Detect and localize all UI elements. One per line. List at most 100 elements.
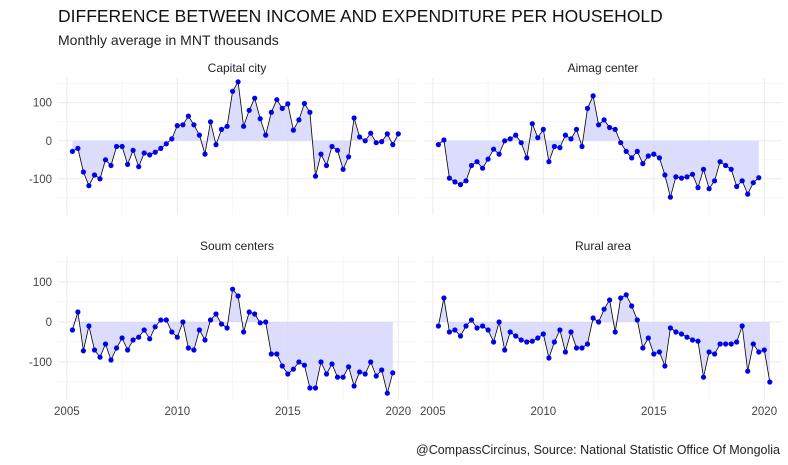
data-point [191,347,197,353]
data-point [125,161,131,167]
data-point [546,355,552,361]
data-point [667,325,674,331]
data-point [474,159,480,165]
y-tick-label: 0 [46,317,52,329]
data-point [457,333,464,339]
data-point [202,151,208,157]
data-point [645,153,651,159]
data-point [496,151,502,157]
source-caption: @CompassCircinus, Source: National Stati… [416,443,780,457]
data-point [507,136,513,142]
data-point [379,139,385,145]
data-point [218,126,225,132]
data-point [513,132,519,138]
data-point [301,362,307,368]
data-point [518,140,524,146]
data-point [362,138,368,144]
data-point [268,351,274,357]
data-point [607,124,613,131]
data-point [91,347,98,353]
data-point [329,361,335,367]
data-point [373,373,379,379]
data-point [468,317,475,323]
area-fill [72,81,399,186]
data-point [673,329,679,335]
data-point [491,146,497,152]
data-point [75,145,81,151]
data-point [152,149,158,155]
data-point [446,329,452,335]
data-point [312,385,319,391]
data-point [346,364,352,370]
data-point [185,113,191,119]
data-point [717,341,723,347]
data-point [480,323,486,329]
data-point [224,325,230,331]
data-point [540,126,546,132]
data-point [645,335,651,341]
data-point [596,122,602,128]
data-point [323,371,330,377]
data-point [368,130,374,136]
data-point [296,117,302,123]
data-point [573,126,580,132]
data-point [618,295,624,301]
data-point [97,176,103,182]
data-point [136,164,142,170]
data-point [529,338,535,344]
data-point [97,354,103,360]
x-tick-label: 2020 [386,406,412,418]
data-point [323,162,330,169]
data-point [334,374,341,380]
data-point [667,194,674,200]
data-point [257,116,263,122]
data-point [463,323,469,329]
data-point [296,359,302,365]
facet-panel: Soum centers 100 0 -100 2005 2010 2015 2020 [29,239,416,418]
data-point [441,137,447,143]
data-point [562,349,569,355]
area-fill [438,95,759,198]
data-point [290,127,296,133]
data-point [579,143,585,150]
data-point [384,390,390,396]
data-point [224,123,230,129]
data-point [700,166,707,172]
data-point [756,349,762,355]
data-point [130,337,136,343]
facet-panel: Aimag center [424,61,782,215]
data-point [678,331,685,337]
facet-title: Capital city [208,61,267,75]
x-tick-label: 2010 [531,406,557,418]
data-point [285,101,291,107]
data-point [268,109,274,115]
data-point [750,341,756,347]
data-point [218,321,225,327]
data-point [147,336,153,342]
data-point [673,174,679,180]
data-point [207,119,214,125]
data-point [285,371,291,377]
data-point [689,337,696,343]
data-point [102,341,109,347]
data-point [334,147,341,153]
data-point [274,351,280,357]
data-point [230,286,236,292]
data-point [728,166,734,172]
data-point [102,157,109,163]
data-point [623,148,629,154]
y-tick-label: -100 [29,357,52,369]
data-point [551,143,558,150]
data-point [213,142,219,148]
data-point [357,369,363,375]
data-point [529,121,535,127]
data-point [590,315,596,321]
data-point [290,366,296,372]
data-point [651,351,657,357]
data-point [651,151,657,157]
data-point [584,105,591,111]
y-tick-label: 100 [33,277,52,289]
y-tick-label: -100 [29,174,52,186]
data-point [745,368,751,374]
data-point [340,374,346,380]
